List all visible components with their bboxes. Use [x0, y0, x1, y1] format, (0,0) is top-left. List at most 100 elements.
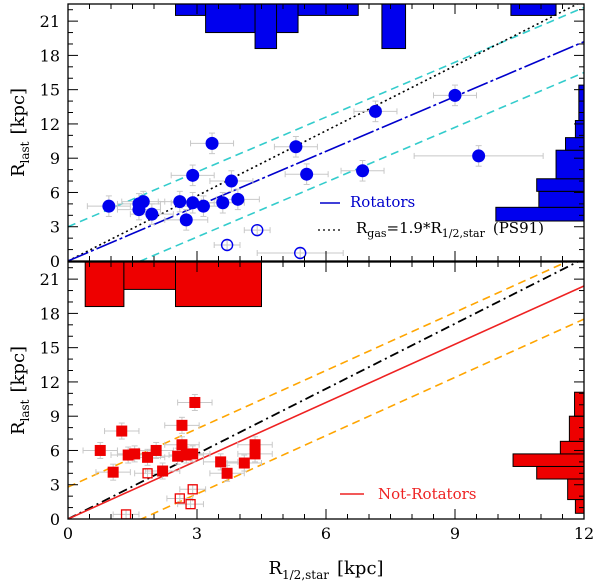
- data-point: [107, 466, 119, 478]
- data-point: [356, 164, 370, 178]
- data-point: [145, 207, 159, 221]
- data-point-open: [142, 468, 153, 479]
- ps91-reference-line: [68, 262, 580, 519]
- bottom-panel: 0 3 6 9 12 15 18 21 0 3 6 9 12 Rlast [kpc] Not-Rotators…: [8, 261, 594, 582]
- y-tick-label: 3: [50, 218, 60, 237]
- y-tick-label: 0: [50, 510, 60, 529]
- data-point: [238, 457, 250, 469]
- y-tick-label: 15: [40, 81, 60, 100]
- y-axis-label-main: R: [8, 163, 29, 177]
- legend-not-rotators-label: Not-Rotators: [378, 485, 476, 503]
- data-point: [472, 149, 486, 163]
- legend-ps91-gas: gas: [367, 227, 387, 240]
- data-point-open: [294, 246, 307, 260]
- y-tick-label: 21: [40, 270, 60, 289]
- histogram-right-bar: [578, 84, 584, 122]
- histogram-right-bar: [574, 499, 584, 514]
- data-point: [216, 196, 230, 210]
- data-point: [176, 419, 188, 431]
- data-point: [180, 449, 192, 461]
- y-tick-label: 9: [50, 149, 60, 168]
- x-axis-label-unit: [kpc]: [337, 558, 384, 579]
- data-point: [94, 444, 106, 456]
- x-axis-label-sub: 1/2,star: [282, 568, 329, 582]
- fit-line: [68, 285, 584, 519]
- top-panel: 0 3 6 9 12 15 18 21 Rlast [kpc] Rotators Rgas=1.9*R…: [8, 3, 585, 271]
- histogram-right-bar: [538, 190, 584, 208]
- x-axis-label-main: R: [268, 558, 282, 579]
- histogram-top-bar: [205, 4, 256, 34]
- data-point: [189, 396, 201, 408]
- data-point: [172, 450, 184, 462]
- plot-frame: [67, 261, 585, 520]
- histogram-right-bar: [568, 415, 584, 442]
- histogram-right-bar: [536, 178, 584, 192]
- data-point: [142, 451, 154, 463]
- histogram-top-bar: [381, 4, 407, 50]
- histogram-top-bar: [175, 4, 207, 16]
- plot-area: [68, 4, 584, 261]
- data-point: [157, 465, 169, 477]
- y-axis-label-main: R: [8, 421, 29, 435]
- y-axis-label: Rlast [kpc]: [8, 88, 32, 177]
- data-point: [221, 467, 233, 479]
- data-point: [176, 439, 188, 451]
- y-tick-label: 6: [50, 441, 60, 460]
- y-tick-label: 3: [50, 476, 60, 495]
- y-axis-label-sub: last: [18, 399, 32, 421]
- y-tick-label: 9: [50, 407, 60, 426]
- data-point: [215, 456, 227, 468]
- histogram-top-bar: [276, 4, 299, 34]
- plot-area: [68, 262, 584, 519]
- legend-ps91-r: R: [356, 219, 368, 237]
- fit-band-upper-line: [68, 6, 584, 228]
- y-axis-label-sub: last: [18, 141, 32, 163]
- x-tick-label: 0: [63, 524, 73, 543]
- y-tick-label: 18: [40, 46, 60, 65]
- data-point: [448, 88, 462, 102]
- x-tick-label: 3: [192, 524, 202, 543]
- data-point-open: [185, 499, 196, 510]
- fit-band-lower-line: [139, 318, 584, 519]
- histogram-top-bar: [84, 262, 125, 308]
- data-point: [205, 136, 219, 150]
- data-point: [249, 439, 261, 451]
- histogram-right-bar: [536, 465, 584, 480]
- x-tick-label: 9: [450, 524, 460, 543]
- data-point: [224, 174, 238, 188]
- data-point: [368, 104, 382, 118]
- histogram-top-bar: [254, 4, 278, 50]
- y-tick-label: 6: [50, 183, 60, 202]
- data-point: [187, 448, 199, 460]
- y-tick-label: 21: [40, 12, 60, 31]
- legend-ps91-mid: =1.9*R: [387, 219, 443, 237]
- data-point: [300, 167, 314, 181]
- histogram-top-bar: [297, 4, 359, 16]
- data-point: [186, 168, 200, 182]
- histogram-top-bar: [175, 262, 262, 308]
- histogram-right-bar: [512, 453, 584, 467]
- data-point: [129, 448, 141, 460]
- y-axis-label-unit: [kpc]: [8, 346, 29, 393]
- data-point: [196, 199, 210, 213]
- data-point: [116, 425, 128, 437]
- histogram-right-bar: [574, 391, 584, 417]
- y-axis-label-unit: [kpc]: [8, 88, 29, 135]
- histogram-right-bar: [559, 440, 584, 455]
- data-point: [102, 199, 116, 213]
- data-point-open: [251, 223, 264, 237]
- data-point: [122, 449, 134, 461]
- data-point: [173, 195, 187, 209]
- histogram-top-bar: [510, 4, 557, 16]
- x-tick-label: 6: [321, 524, 331, 543]
- y-tick-label: 18: [40, 304, 60, 323]
- histogram-right-bar: [555, 149, 584, 180]
- y-tick-label: 0: [50, 252, 60, 271]
- y-tick-label: 15: [40, 339, 60, 358]
- data-point: [179, 213, 193, 227]
- legend-ps91-label: Rgas=1.9*R1/2,star (PS91): [356, 219, 544, 240]
- y-tick-label: 12: [40, 373, 60, 392]
- x-tick-label: 12: [574, 524, 594, 543]
- data-point-open: [174, 493, 185, 504]
